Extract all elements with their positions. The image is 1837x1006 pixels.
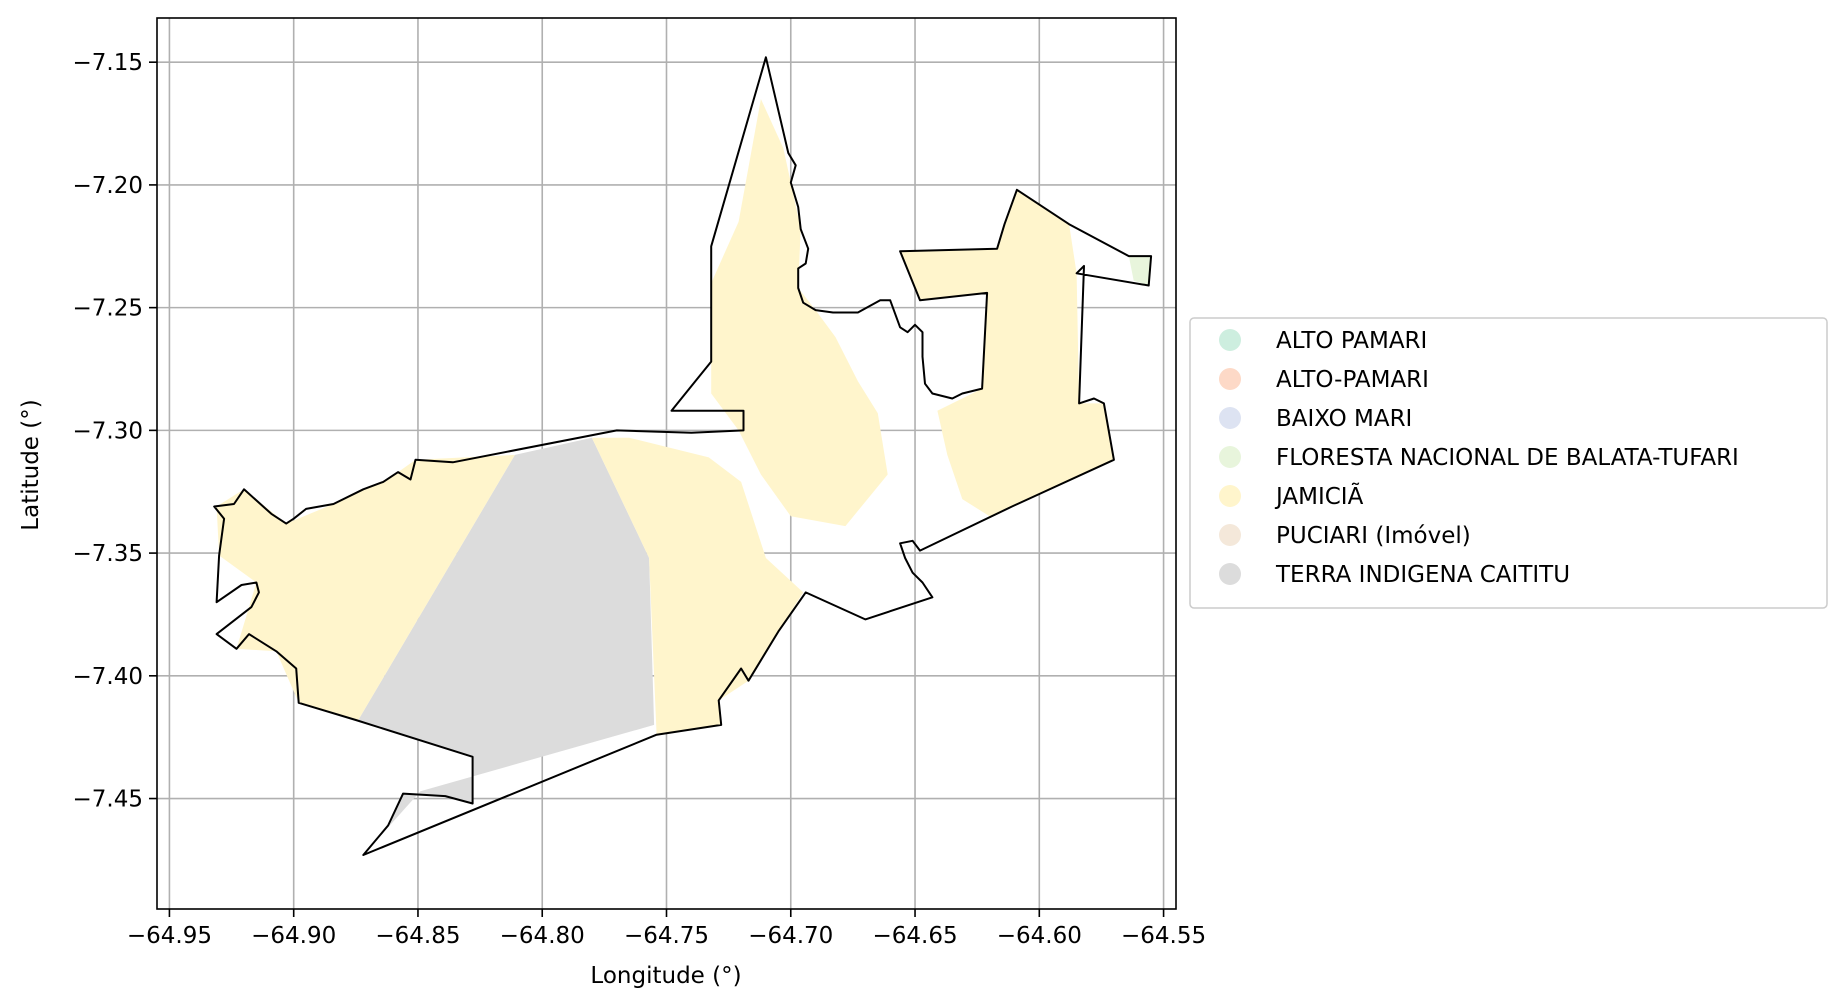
legend-label-5: PUCIARI (Imóvel) bbox=[1276, 523, 1471, 549]
region-2 bbox=[591, 437, 804, 735]
legend-label-4: JAMICIÃ bbox=[1274, 482, 1364, 510]
x-tick-label-1: −64.90 bbox=[251, 923, 336, 949]
x-axis-ticks: −64.95 −64.90 −64.85 −64.80 −64.75 −64.70 −64.… bbox=[127, 909, 1206, 949]
legend-marker-5 bbox=[1219, 524, 1241, 546]
x-tick-label-7: −64.60 bbox=[997, 923, 1082, 949]
x-tick-label-3: −64.80 bbox=[500, 923, 585, 949]
municipality-boundary bbox=[213, 56, 1153, 856]
region-0 bbox=[358, 437, 655, 855]
x-tick-label-0: −64.95 bbox=[127, 923, 212, 949]
legend-label-6: TERRA INDIGENA CAITITU bbox=[1275, 562, 1570, 588]
legend-marker-2 bbox=[1219, 407, 1241, 429]
x-tick-label-5: −64.70 bbox=[748, 923, 833, 949]
x-axis-title: Longitude (°) bbox=[590, 963, 741, 989]
legend: ALTO PAMARI ALTO-PAMARI BAIXO MARI FLORESTA… bbox=[1189, 317, 1828, 609]
legend-marker-1 bbox=[1219, 368, 1241, 390]
legend-marker-6 bbox=[1219, 563, 1241, 585]
y-axis-ticks: −7.15 −7.20 −7.25 −7.30 −7.35 −7.40 −7.45 bbox=[73, 50, 157, 813]
legend-label-1: ALTO-PAMARI bbox=[1276, 367, 1429, 393]
legend-frame bbox=[1189, 317, 1828, 609]
region-1 bbox=[216, 454, 515, 720]
y-tick-label-6: −7.45 bbox=[73, 787, 143, 813]
y-tick-label-0: −7.15 bbox=[73, 50, 143, 76]
legend-label-3: FLORESTA NACIONAL DE BALATA-TUFARI bbox=[1276, 445, 1739, 471]
map-regions bbox=[216, 99, 1152, 855]
x-tick-label-8: −64.55 bbox=[1121, 923, 1206, 949]
region-4 bbox=[900, 189, 1114, 517]
y-tick-label-4: −7.35 bbox=[73, 541, 143, 567]
region-5 bbox=[1128, 256, 1152, 286]
legend-label-2: BAIXO MARI bbox=[1276, 406, 1412, 432]
legend-label-0: ALTO PAMARI bbox=[1276, 328, 1427, 354]
y-tick-label-5: −7.40 bbox=[73, 664, 143, 690]
legend-marker-3 bbox=[1219, 446, 1241, 468]
x-tick-label-2: −64.85 bbox=[375, 923, 460, 949]
region-3 bbox=[711, 99, 888, 527]
y-axis-title: Latitude (°) bbox=[18, 399, 44, 530]
map-boundary bbox=[213, 56, 1153, 856]
legend-marker-0 bbox=[1219, 329, 1241, 351]
x-tick-label-4: −64.75 bbox=[624, 923, 709, 949]
y-tick-label-2: −7.25 bbox=[73, 296, 143, 322]
y-tick-label-1: −7.20 bbox=[73, 173, 143, 199]
legend-marker-4 bbox=[1219, 485, 1241, 507]
x-tick-label-6: −64.65 bbox=[872, 923, 957, 949]
y-tick-label-3: −7.30 bbox=[73, 418, 143, 444]
